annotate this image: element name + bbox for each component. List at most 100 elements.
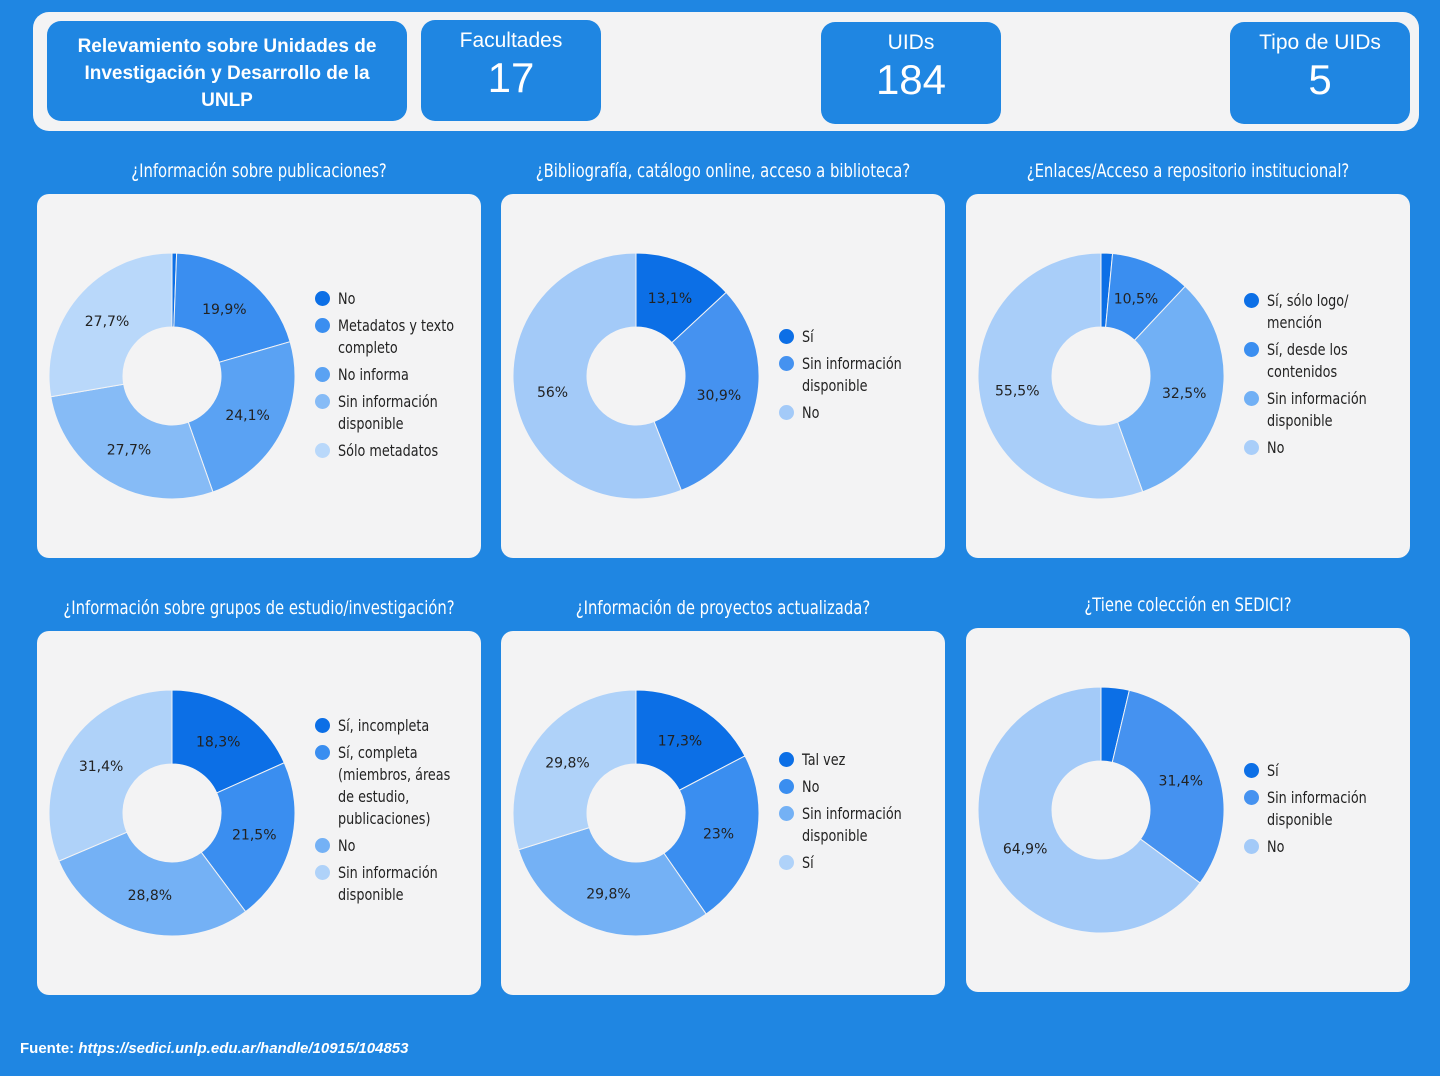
legend-swatch bbox=[779, 329, 794, 344]
slice-label: 29,8% bbox=[586, 886, 630, 902]
slice-metadatos-y-texto-completo[interactable] bbox=[173, 252, 291, 363]
legend-item[interactable]: Sin información disponible bbox=[779, 353, 952, 397]
legend-label: Sí, desde los contenidos bbox=[1267, 340, 1348, 381]
legend-swatch bbox=[779, 855, 794, 870]
slice-tal-vez[interactable] bbox=[635, 689, 746, 791]
slice-label: 29,8% bbox=[545, 756, 589, 772]
chart-title: ¿Información sobre grupos de estudio/inv… bbox=[63, 597, 455, 619]
slice-solo-metadatos[interactable] bbox=[48, 252, 173, 398]
slice-label: 56% bbox=[537, 385, 568, 401]
report-title-card: Relevamiento sobre Unidades de Investiga… bbox=[47, 21, 407, 121]
legend-item[interactable]: Sí bbox=[779, 326, 952, 348]
slice-no[interactable] bbox=[977, 686, 1201, 934]
chart-legend: Sí Sin información disponible No bbox=[779, 326, 952, 429]
chart-legend: Sí, incompleta Sí, completa (miembros, ár… bbox=[315, 715, 488, 911]
legend-item[interactable]: Sí, incompleta bbox=[315, 715, 488, 737]
legend-item[interactable]: No bbox=[1244, 437, 1417, 459]
legend-item[interactable]: No informa bbox=[315, 364, 488, 386]
slice-label: 64,9% bbox=[1003, 841, 1047, 857]
legend-item[interactable]: Metadatos y texto completo bbox=[315, 315, 488, 359]
slice-si-completa-miembros-areas-de-estudio-publicaciones[interactable] bbox=[200, 762, 296, 913]
legend-label: No bbox=[802, 403, 820, 422]
slice-no[interactable] bbox=[663, 755, 760, 915]
slice-label: 13,1% bbox=[648, 291, 692, 307]
chart-title: ¿Enlaces/Acceso a repositorio institucio… bbox=[1026, 160, 1350, 182]
legend-item[interactable]: Tal vez bbox=[779, 749, 952, 771]
report-title: Relevamiento sobre Unidades de Investiga… bbox=[77, 36, 377, 111]
kpi-tipo-uids: Tipo de UIDs 5 bbox=[1230, 22, 1410, 124]
kpi-tipo-uids-label: Tipo de UIDs bbox=[1259, 31, 1381, 54]
slice-si-incompleta[interactable] bbox=[171, 689, 285, 794]
legend-swatch bbox=[315, 443, 330, 458]
legend-swatch bbox=[315, 745, 330, 760]
legend-swatch bbox=[779, 752, 794, 767]
chart-card: 31,4% 64,9% Sí Sin información disponible No bbox=[966, 628, 1410, 992]
slice-sin-informacion-disponible[interactable] bbox=[1111, 689, 1225, 884]
legend-label: Sin información disponible bbox=[802, 804, 902, 845]
slice-sin-informacion-disponible[interactable] bbox=[48, 689, 173, 862]
legend-item[interactable]: No bbox=[779, 402, 952, 424]
slice-no-informa[interactable] bbox=[187, 341, 296, 493]
chart-card: 17,3% 23% 29,8% 29,8% Tal vez No Sin informaci… bbox=[501, 631, 945, 995]
chart-title: ¿Información de proyectos actualizada? bbox=[575, 597, 871, 619]
legend-item[interactable]: Sí bbox=[1244, 760, 1417, 782]
legend-swatch bbox=[1244, 293, 1259, 308]
slice-label: 32,5% bbox=[1162, 386, 1206, 402]
chart-title: ¿Bibliografía, catálogo online, acceso a… bbox=[535, 160, 911, 182]
legend-item[interactable]: Sí, completa (miembros, áreas de estudio… bbox=[315, 742, 488, 830]
legend-item[interactable]: Sin información disponible bbox=[779, 803, 952, 847]
legend-swatch bbox=[1244, 790, 1259, 805]
slice-label: 23% bbox=[703, 826, 734, 842]
legend-label: Sí bbox=[1267, 761, 1279, 780]
legend-swatch bbox=[315, 318, 330, 333]
chart-title: ¿Tiene colección en SEDICI? bbox=[1084, 594, 1292, 616]
donut-chart: 13,1% 30,9% 56% bbox=[512, 252, 760, 500]
slice-no[interactable] bbox=[58, 831, 247, 937]
legend-swatch bbox=[315, 394, 330, 409]
legend-item[interactable]: No bbox=[315, 835, 488, 857]
kpi-facultades: Facultades 17 bbox=[421, 20, 601, 121]
legend-item[interactable]: No bbox=[779, 776, 952, 798]
legend-item[interactable]: Sí, sólo logo/ mención bbox=[1244, 290, 1417, 334]
legend-swatch bbox=[315, 367, 330, 382]
legend-label: Sí bbox=[802, 327, 814, 346]
legend-item[interactable]: Sin información disponible bbox=[315, 862, 488, 906]
slice-sin-informacion-disponible[interactable] bbox=[50, 383, 214, 500]
chart-card: 19,9% 24,1% 27,7% 27,7% No Metadatos y texto … bbox=[37, 194, 481, 558]
legend-item[interactable]: Sin información disponible bbox=[1244, 388, 1417, 432]
legend-label: No bbox=[802, 777, 820, 796]
slice-si[interactable] bbox=[512, 689, 637, 851]
slice-sin-informacion-disponible[interactable] bbox=[517, 827, 707, 937]
slice-label: 17,3% bbox=[658, 733, 702, 749]
legend-item[interactable]: Sin información disponible bbox=[1244, 787, 1417, 831]
legend-swatch bbox=[779, 806, 794, 821]
legend-item[interactable]: Sí, desde los contenidos bbox=[1244, 339, 1417, 383]
slice-label: 30,9% bbox=[697, 388, 741, 404]
legend-item[interactable]: Sin información disponible bbox=[315, 391, 488, 435]
slice-no[interactable] bbox=[512, 252, 682, 500]
legend-swatch bbox=[779, 356, 794, 371]
slice-label: 55,5% bbox=[995, 384, 1039, 400]
legend-label: Sin información disponible bbox=[1267, 788, 1367, 829]
donut-chart: 10,5% 32,5% 55,5% bbox=[977, 252, 1225, 500]
chart-card: 10,5% 32,5% 55,5% Sí, sólo logo/ mención Sí,… bbox=[966, 194, 1410, 558]
legend-item[interactable]: Sólo metadatos bbox=[315, 440, 488, 462]
legend-swatch bbox=[315, 291, 330, 306]
slice-no[interactable] bbox=[977, 252, 1144, 500]
chart-legend: Sí, sólo logo/ mención Sí, desde los cont… bbox=[1244, 290, 1417, 464]
legend-swatch bbox=[315, 865, 330, 880]
legend-item[interactable]: Sí bbox=[779, 852, 952, 874]
legend-swatch bbox=[1244, 440, 1259, 455]
legend-label: Sí bbox=[802, 853, 814, 872]
source-link[interactable]: https://sedici.unlp.edu.ar/handle/10915/… bbox=[78, 1040, 409, 1057]
chart-card: 18,3% 21,5% 28,8% 31,4% Sí, incompleta Sí, co… bbox=[37, 631, 481, 995]
slice-sin-informacion-disponible[interactable] bbox=[1116, 285, 1225, 493]
legend-label: No bbox=[1267, 438, 1285, 457]
slice-label: 31,4% bbox=[79, 759, 123, 775]
kpi-uids: UIDs 184 bbox=[821, 22, 1001, 124]
slice-label: 24,1% bbox=[225, 408, 269, 424]
kpi-facultades-value: 17 bbox=[487, 54, 535, 101]
slice-sin-informacion-disponible[interactable] bbox=[653, 291, 760, 492]
legend-item[interactable]: No bbox=[315, 288, 488, 310]
legend-item[interactable]: No bbox=[1244, 836, 1417, 858]
